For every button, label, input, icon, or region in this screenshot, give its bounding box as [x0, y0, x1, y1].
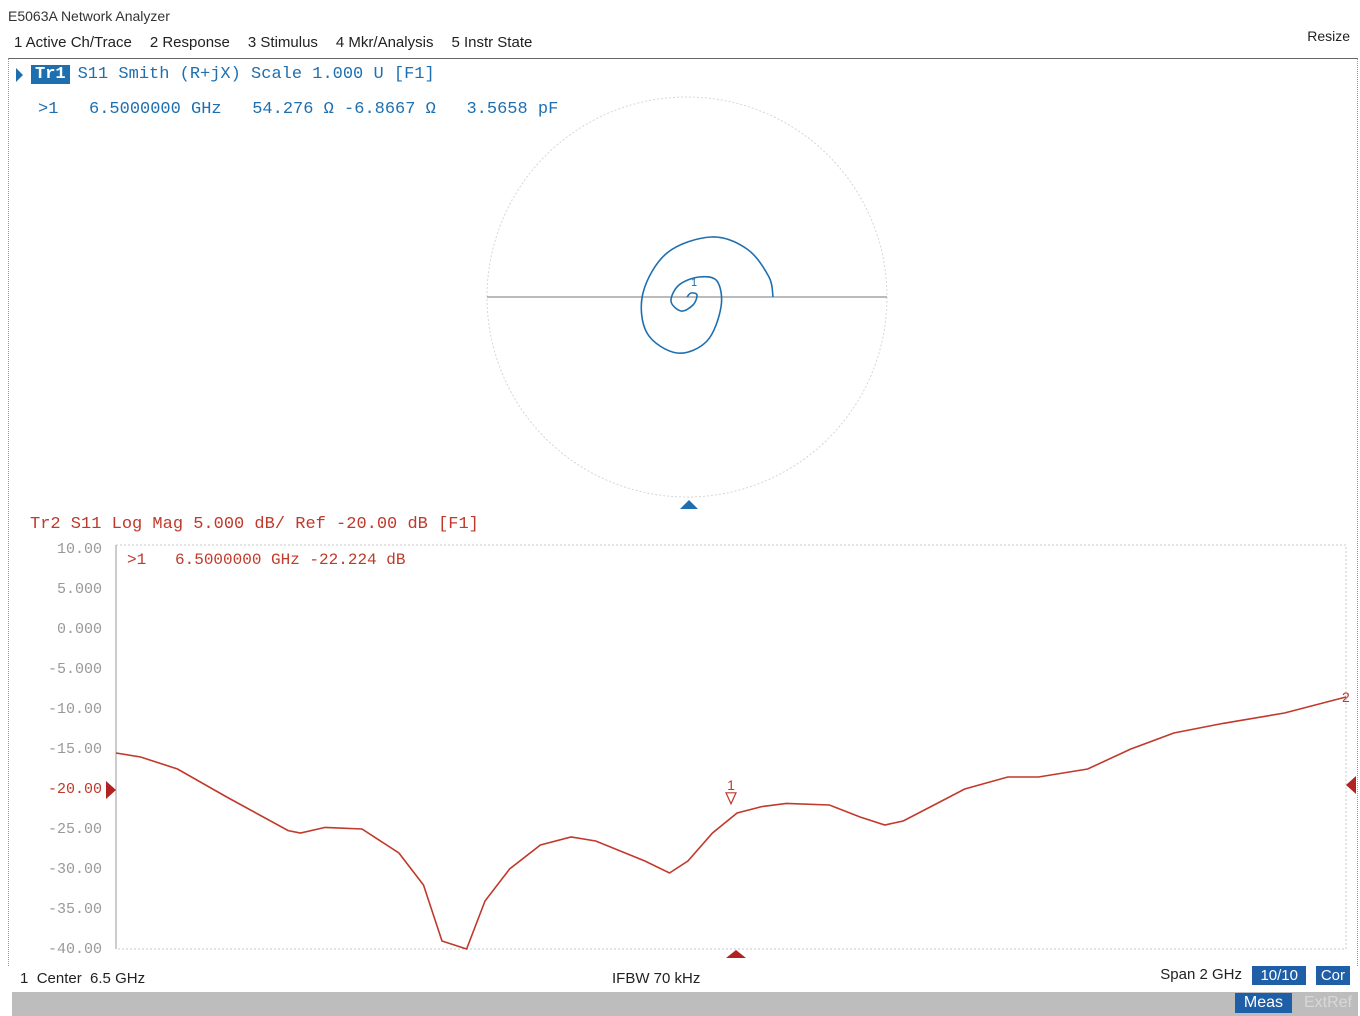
smith-stimulus-marker-icon: [680, 500, 698, 509]
menu-stimulus[interactable]: 3 Stimulus: [247, 34, 318, 51]
meas-button[interactable]: Meas: [1234, 993, 1292, 1013]
y-tick-label-reference: -20.00: [47, 781, 102, 798]
reference-level-right-icon: [1346, 776, 1356, 794]
stimulus-position-marker-icon: [726, 950, 746, 958]
status-channel-center: 1 Center 6.5 GHz: [20, 970, 145, 987]
status-span: Span 2 GHz: [1160, 966, 1242, 983]
trace1-settings: S11 Smith (R+jX) Scale 1.000 U [F1]: [77, 65, 435, 84]
y-tick-label: -10.00: [47, 701, 102, 718]
trace1-header: Tr1 S11 Smith (R+jX) Scale 1.000 U [F1]: [16, 65, 435, 84]
logmag-chart: 1 2: [106, 544, 1356, 958]
trace2-header[interactable]: Tr2 S11 Log Mag 5.000 dB/ Ref -20.00 dB …: [30, 515, 479, 534]
resize-button[interactable]: Resize: [1307, 28, 1350, 44]
menu-response[interactable]: 2 Response: [149, 34, 230, 51]
status-center: Center 6.5 GHz: [36, 970, 146, 987]
window-title: E5063A Network Analyzer: [8, 8, 170, 24]
measurement-display: [8, 58, 1358, 966]
trace2-marker-1-label: 1: [727, 777, 735, 793]
logmag-trace-s11: [115, 696, 1347, 950]
trace2-marker-readout: >1 6.5000000 GHz -22.224 dB: [127, 551, 406, 569]
status-ifbw: IFBW 70 kHz: [612, 970, 701, 987]
menu-instr-state[interactable]: 5 Instr State: [451, 34, 533, 51]
smith-chart: 1: [486, 96, 888, 509]
y-tick-label: 10.00: [56, 541, 102, 558]
status-bar: 1 Center 6.5 GHz IFBW 70 kHz Span 2 GHz …: [12, 964, 1358, 990]
bottom-status-bar: Meas ExtRef: [12, 992, 1358, 1016]
menu-active-ch-trace[interactable]: 1 Active Ch/Trace: [14, 34, 132, 51]
smith-marker-1-label: 1: [691, 277, 697, 289]
menu-mkr-analysis[interactable]: 4 Mkr/Analysis: [335, 34, 434, 51]
y-tick-label: 5.000: [56, 581, 102, 598]
marker-triangle-icon: [725, 792, 737, 806]
y-tick-label: -25.00: [47, 821, 102, 838]
averaging-indicator[interactable]: 10/10: [1252, 966, 1306, 985]
y-tick-label: -30.00: [47, 861, 102, 878]
correction-indicator[interactable]: Cor: [1315, 966, 1350, 985]
trace1-marker-readout: >1 6.5000000 GHz 54.276 Ω -6.8667 Ω 3.56…: [38, 100, 559, 119]
softkey-menu: 1 Active Ch/Trace 2 Response 3 Stimulus …: [14, 34, 532, 51]
active-trace-arrow-icon: [16, 67, 23, 82]
y-tick-label: 0.000: [56, 621, 102, 638]
smith-trace-s11: [640, 236, 774, 354]
trace1-badge[interactable]: Tr1: [31, 65, 70, 84]
status-channel: 1: [20, 970, 29, 987]
y-tick-label: -35.00: [47, 901, 102, 918]
y-tick-label: -40.00: [47, 941, 102, 958]
trace2-marker-1[interactable]: 1: [725, 777, 737, 806]
y-tick-label: -5.000: [47, 661, 102, 678]
extref-indicator: ExtRef: [1303, 994, 1352, 1011]
logmag-plot-area: [115, 544, 1347, 950]
reference-level-left-icon: [106, 781, 116, 799]
y-tick-label: -15.00: [47, 741, 102, 758]
trace2-marker-2-label[interactable]: 2: [1342, 689, 1350, 705]
